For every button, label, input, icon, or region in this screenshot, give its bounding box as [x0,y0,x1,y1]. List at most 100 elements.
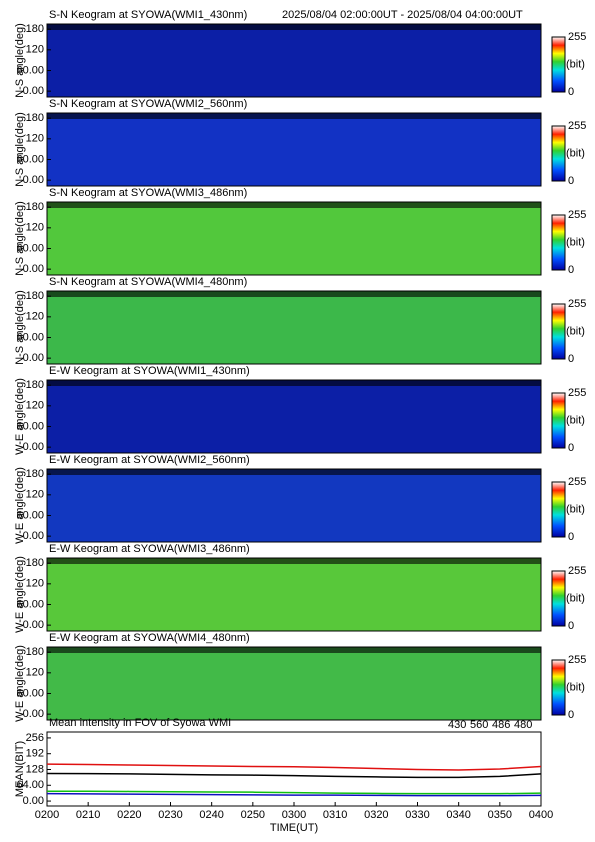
keogram-top [47,202,541,208]
plot-frame [46,379,542,454]
colorbar-min: 0 [568,175,574,187]
y-tick-label: 0.00 [23,530,44,542]
colorbar-unit: (bit) [566,325,585,337]
y-tick-label: 120 [26,311,44,323]
plot-frame [46,557,542,632]
plot-frame [46,23,542,98]
y-tick-label: 60.00 [16,687,44,699]
x-tick-label: 0310 [323,809,347,821]
y-tick-label: 60.00 [16,242,44,254]
colorbar-max: 255 [568,120,586,132]
keogram [47,647,541,720]
panel-title: S-N Keogram at SYOWA(WMI4_480nm) [49,276,247,288]
x-tick-label: 0320 [364,809,388,821]
keogram [47,558,541,631]
colorbar-unit: (bit) [566,503,585,515]
y-tick-label: 256 [26,732,44,744]
keogram-top [47,558,541,564]
keogram-top [47,291,541,297]
colorbar-unit: (bit) [566,147,585,159]
x-tick-label: 0240 [199,809,223,821]
y-tick-label: 60.00 [16,64,44,76]
keogram-top [47,469,541,475]
y-tick-label: 60.00 [16,331,44,343]
colorbar [551,481,566,538]
keogram [47,291,541,364]
y-tick-label: 0.00 [23,619,44,631]
x-tick-label: 0300 [282,809,306,821]
y-tick-label: 120 [26,578,44,590]
legend-label: 430 [448,719,466,731]
y-axis-label: W-E angle(deg) [14,645,26,722]
y-tick-label: 128 [26,763,44,775]
y-tick-label: 0.00 [23,795,44,807]
y-tick-label: 120 [26,400,44,412]
x-tick-label: 0340 [446,809,470,821]
y-axis-label: N-S angle(deg) [14,290,26,365]
panel-title: E-W Keogram at SYOWA(WMI4_480nm) [49,632,250,644]
keogram-top [47,380,541,386]
y-tick-label: 60.00 [16,153,44,165]
legend-label: 560 [470,719,488,731]
panel-title: E-W Keogram at SYOWA(WMI2_560nm) [49,454,250,466]
legend-label: 486 [492,719,510,731]
plot-frame [46,646,542,721]
y-axis-label: N-S angle(deg) [14,201,26,276]
x-tick-label: 0220 [117,809,141,821]
time-range: 2025/08/04 02:00:00UT - 2025/08/04 04:00… [282,9,523,21]
y-tick-label: 60.00 [16,420,44,432]
panel-title: E-W Keogram at SYOWA(WMI1_430nm) [49,365,250,377]
colorbar-unit: (bit) [566,592,585,604]
keogram [47,113,541,186]
panel-title: S-N Keogram at SYOWA(WMI2_560nm) [49,98,247,110]
panel-title: S-N Keogram at SYOWA(WMI1_430nm) [49,9,247,21]
plot-frame [46,468,542,543]
y-tick-label: 120 [26,44,44,56]
colorbar-min: 0 [568,264,574,276]
colorbar [551,125,566,182]
x-axis-label: TIME(UT) [270,822,318,834]
colorbar [551,36,566,93]
series-line [47,790,542,795]
y-tick-label: 60.00 [16,598,44,610]
y-tick-label: 0.00 [23,441,44,453]
colorbar-max: 255 [568,565,586,577]
y-tick-label: 192 [26,748,44,760]
colorbar-max: 255 [568,298,586,310]
colorbar-min: 0 [568,442,574,454]
y-tick-label: 120 [26,667,44,679]
colorbar-max: 255 [568,654,586,666]
y-tick-label: 180 [26,23,44,35]
keogram [47,24,541,97]
colorbar [551,570,566,627]
colorbar-max: 255 [568,31,586,43]
keogram [47,469,541,542]
y-tick-label: 0.00 [23,263,44,275]
y-axis-label: W-E angle(deg) [14,467,26,544]
colorbar-min: 0 [568,86,574,98]
y-tick-label: 120 [26,133,44,145]
x-tick-label: 0210 [76,809,100,821]
series-line [46,763,542,771]
y-tick-label: 0.00 [23,174,44,186]
y-tick-label: 180 [26,112,44,124]
legend-label: 480 [514,719,532,731]
y-tick-label: 180 [26,468,44,480]
plot-frame [46,112,542,187]
x-tick-label: 0400 [529,809,553,821]
x-tick-label: 0230 [158,809,182,821]
y-tick-label: 180 [26,557,44,569]
colorbar-max: 255 [568,387,586,399]
colorbar [551,214,566,271]
colorbar-max: 255 [568,209,586,221]
keogram [47,380,541,453]
plot-frame [46,201,542,276]
colorbar-min: 0 [568,531,574,543]
colorbar-unit: (bit) [566,681,585,693]
series-line [46,792,542,797]
plot-frame [46,290,542,365]
colorbar-min: 0 [568,353,574,365]
y-tick-label: 0.00 [23,352,44,364]
